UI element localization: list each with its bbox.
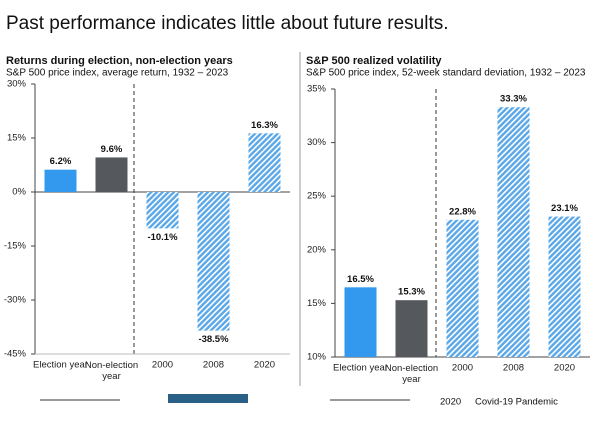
value-label: 15.3% [398, 287, 425, 298]
bar [395, 300, 428, 357]
chart-title: Returns during election, non-election ye… [6, 55, 233, 67]
y-tick-label: 0% [12, 187, 26, 198]
y-tick-label: 20% [307, 244, 327, 255]
value-label: -10.1% [147, 232, 178, 243]
x-tick-label: 2000 [152, 360, 173, 371]
page-title: Past performance indicates little about … [6, 13, 449, 34]
chart-title: S&P 500 realized volatility [306, 55, 442, 67]
value-label: 23.1% [551, 203, 578, 214]
y-tick-label: 25% [307, 191, 327, 202]
y-tick-label: 15% [7, 133, 27, 144]
x-tick-label: 2008 [503, 363, 524, 374]
x-tick-label: Non-election year [385, 363, 438, 385]
value-label: 9.6% [101, 144, 123, 155]
value-label: 33.3% [500, 94, 527, 105]
bar [446, 219, 479, 357]
value-label: 22.8% [449, 206, 476, 217]
y-tick-label: 10% [307, 352, 327, 363]
x-tick-label: 2008 [203, 360, 224, 371]
bar [497, 107, 530, 357]
footer-event: Covid-19 Pandemic [475, 397, 558, 408]
bar [95, 157, 128, 192]
bar [548, 216, 581, 357]
y-tick-label: -15% [4, 241, 27, 252]
value-label: 16.3% [251, 120, 278, 131]
y-tick-label: -30% [4, 295, 27, 306]
y-tick-label: -45% [4, 349, 27, 360]
x-tick-label: 2020 [554, 363, 575, 374]
x-tick-label: Election year [333, 363, 388, 374]
chart-subtitle: S&P 500 price index, 52-week standard de… [306, 68, 586, 79]
bar [197, 192, 230, 331]
x-tick-label: 2000 [452, 363, 473, 374]
x-tick-label: 2020 [254, 360, 275, 371]
y-tick-label: 30% [7, 79, 27, 90]
x-tick-label: Non-election year [85, 360, 138, 382]
footer-year: 2020 [440, 397, 461, 408]
y-tick-label: 15% [307, 298, 327, 309]
value-label: 6.2% [50, 156, 72, 167]
footer-bar [168, 394, 248, 403]
bar [344, 287, 377, 357]
x-tick-label: Election year [33, 360, 88, 371]
bar [44, 169, 77, 192]
chart-subtitle: S&P 500 price index, average return, 193… [6, 68, 229, 79]
value-label: 16.5% [347, 274, 374, 285]
y-tick-label: 30% [307, 137, 327, 148]
value-label: -38.5% [198, 334, 229, 345]
bar [146, 192, 179, 229]
y-tick-label: 35% [307, 84, 327, 95]
bar [248, 133, 281, 192]
